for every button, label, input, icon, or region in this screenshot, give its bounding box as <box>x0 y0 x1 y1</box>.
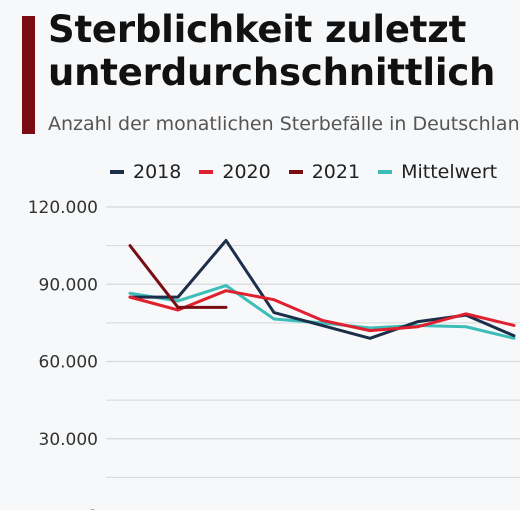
y-tick-label: 60.000 <box>39 353 98 373</box>
y-axis-ticks: 0 30.000 60.000 90.000 120.000 <box>28 198 98 510</box>
title-accent-bar <box>22 16 35 134</box>
series-line-mittelwert <box>128 284 516 340</box>
legend-item: 2018 <box>110 161 181 183</box>
legend-label: Mittelwert <box>401 161 498 183</box>
y-tick-label: 30.000 <box>39 430 98 450</box>
legend-label: 2018 <box>133 161 182 183</box>
y-tick-label: 0 <box>87 507 98 510</box>
legend-swatch <box>378 170 393 174</box>
grid-lines <box>106 206 520 478</box>
legend-swatch <box>199 170 214 174</box>
series-line-2020 <box>128 289 516 333</box>
legend-item: 2021 <box>288 161 361 183</box>
title-line-2: unterdurchschnittlich <box>48 51 496 94</box>
chart-title: Sterblichkeit zuletzt unterdurchschnittl… <box>48 8 495 94</box>
legend-label: 2020 <box>222 161 271 183</box>
title-line-1: Sterblichkeit zuletzt <box>48 8 467 51</box>
legend-item: 2020 <box>199 161 271 183</box>
legend-item: Mittelwert <box>378 161 497 183</box>
legend-swatch <box>288 170 303 174</box>
chart-subtitle: Anzahl der monatlichen Sterbefälle in De… <box>48 113 520 135</box>
legend-label: 2021 <box>311 161 361 183</box>
chart-legend: 2018 2020 2021 Mittelwert <box>110 160 515 184</box>
series-lines <box>128 238 516 340</box>
y-tick-label: 90.000 <box>39 275 98 295</box>
legend-swatch <box>110 170 124 174</box>
y-tick-label: 120.000 <box>28 198 98 218</box>
series-line-2021 <box>128 244 228 309</box>
